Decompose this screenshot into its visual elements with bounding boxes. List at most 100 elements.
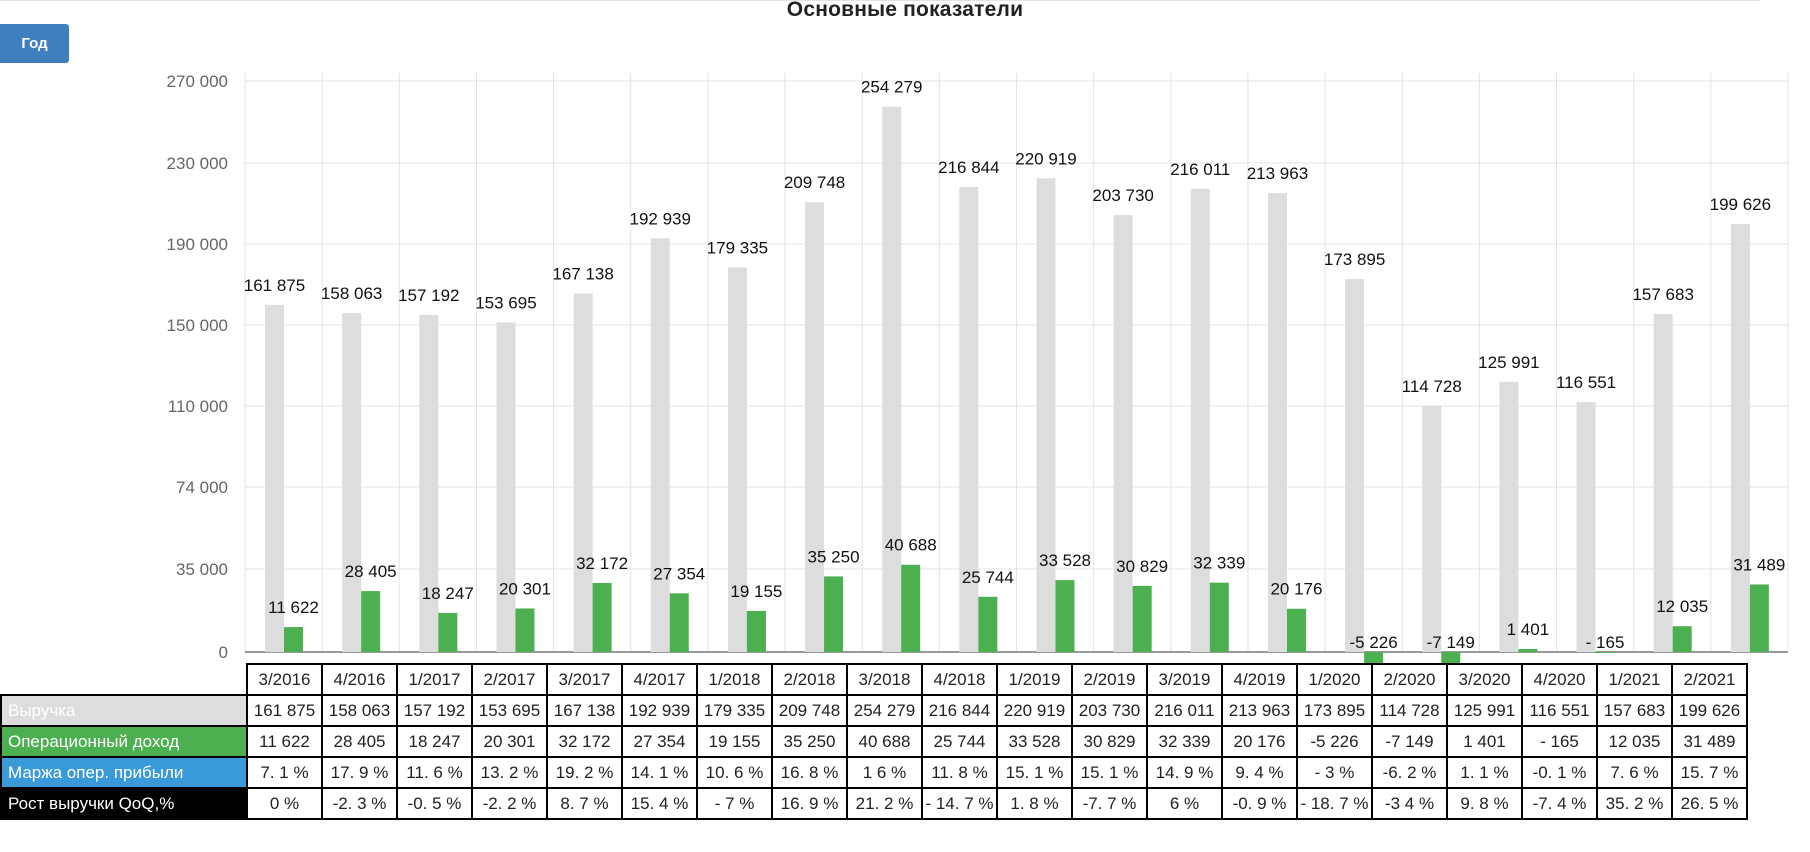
operating-income-data-label: 19 155 — [730, 582, 782, 601]
revenue-bar[interactable] — [727, 267, 747, 652]
revenue-bar[interactable] — [1499, 381, 1519, 652]
revenue-data-label: 167 138 — [552, 265, 613, 284]
table-cell: -3 4 % — [1371, 787, 1448, 820]
operating-income-bar[interactable] — [746, 610, 766, 652]
revenue-bar[interactable] — [496, 322, 516, 652]
revenue-bar[interactable] — [1730, 223, 1750, 652]
row-label-operating-income: Операционный доход — [0, 725, 248, 758]
operating-income-data-label: 32 339 — [1193, 554, 1245, 573]
table-cell: 15. 1 % — [1071, 756, 1148, 789]
operating-income-bar[interactable] — [1286, 608, 1306, 652]
period-header-cell: 4/2016 — [321, 663, 398, 696]
revenue-bar[interactable] — [650, 238, 670, 652]
revenue-bar[interactable] — [1576, 402, 1596, 652]
table-cell: 19. 2 % — [546, 756, 623, 789]
revenue-bar[interactable] — [1422, 405, 1442, 652]
revenue-bar[interactable] — [1036, 178, 1056, 653]
table-cell: 216 844 — [921, 694, 998, 727]
revenue-data-label: 216 011 — [1170, 160, 1230, 179]
operating-income-bar[interactable] — [1132, 585, 1152, 652]
revenue-bar[interactable] — [1190, 188, 1210, 652]
table-cell: 1. 1 % — [1446, 756, 1523, 789]
revenue-data-label: 157 192 — [398, 286, 459, 305]
revenue-bar[interactable] — [882, 106, 902, 652]
operating-income-bar[interactable] — [669, 593, 689, 652]
table-cell: 15. 7 % — [1671, 756, 1748, 789]
table-cell: 203 730 — [1071, 694, 1148, 727]
table-cell: 192 939 — [621, 694, 698, 727]
table-cell: 31 489 — [1671, 725, 1748, 758]
operating-income-bar[interactable] — [901, 564, 921, 652]
operating-income-bar[interactable] — [284, 627, 303, 652]
operating-income-data-label: 31 489 — [1733, 555, 1785, 574]
period-header-cell: 1/2021 — [1596, 663, 1673, 696]
table-cell: 1 401 — [1446, 725, 1523, 758]
table-cell: 21. 2 % — [846, 787, 923, 820]
revenue-bar[interactable] — [959, 186, 979, 652]
operating-income-bar[interactable] — [1518, 648, 1538, 652]
table-row-operating-income: Операционный доход 11 622 28 405 18 247 20 3… — [0, 725, 1748, 758]
y-tick-label: 150 000 — [167, 316, 228, 335]
operating-income-bar[interactable] — [592, 583, 612, 652]
table-cell: 173 895 — [1296, 694, 1373, 727]
table-cell: 40 688 — [846, 725, 923, 758]
row-label-revenue: Выручка — [0, 694, 248, 727]
operating-income-bar[interactable] — [1595, 652, 1615, 653]
revenue-data-label: 199 626 — [1710, 195, 1771, 214]
period-header-row: 3/2016 4/2016 1/2017 2/2017 3/2017 4/2017 1/20… — [1, 663, 1748, 696]
y-tick-label: 35 000 — [176, 560, 228, 579]
period-year-button[interactable]: Год — [0, 24, 69, 63]
operating-income-bar[interactable] — [1441, 652, 1461, 663]
table-cell: 9. 4 % — [1221, 756, 1298, 789]
operating-income-bar[interactable] — [361, 591, 381, 652]
operating-income-bar[interactable] — [1055, 580, 1075, 652]
operating-income-data-label: 18 247 — [422, 584, 474, 603]
operating-income-bar[interactable] — [438, 612, 458, 652]
table-cell: -0. 1 % — [1521, 756, 1598, 789]
revenue-bar[interactable] — [805, 202, 825, 652]
period-header-cell: 3/2019 — [1146, 663, 1223, 696]
operating-income-bar[interactable] — [1209, 582, 1229, 652]
table-cell: 27 354 — [621, 725, 698, 758]
y-tick-label: 270 000 — [167, 72, 228, 91]
revenue-bar[interactable] — [1345, 279, 1365, 652]
period-header-cell: 4/2020 — [1521, 663, 1598, 696]
table-row-revenue: Выручка 161 875 158 063 157 192 153 695 167 1… — [0, 694, 1748, 727]
table-cell: 19 155 — [696, 725, 773, 758]
y-tick-label: 110 000 — [168, 397, 228, 416]
y-tick-label: 74 000 — [176, 478, 228, 497]
operating-income-bar[interactable] — [1672, 626, 1692, 652]
revenue-data-label: 203 730 — [1092, 186, 1153, 205]
operating-income-data-label: 1 401 — [1507, 620, 1550, 639]
table-cell: 167 138 — [546, 694, 623, 727]
y-tick-label: 230 000 — [167, 154, 228, 173]
table-cell: 32 339 — [1146, 725, 1223, 758]
operating-income-data-label: 20 176 — [1270, 580, 1322, 599]
operating-income-bar[interactable] — [824, 576, 844, 652]
revenue-bar[interactable] — [1267, 193, 1287, 653]
table-cell: 161 875 — [246, 694, 323, 727]
revenue-bar[interactable] — [1113, 215, 1133, 652]
table-cell: - 165 — [1521, 725, 1598, 758]
table-cell: 125 991 — [1446, 694, 1523, 727]
revenue-bar[interactable] — [342, 313, 362, 652]
operating-income-bar[interactable] — [515, 608, 535, 652]
operating-income-bar[interactable] — [1364, 652, 1384, 663]
table-cell: -0. 5 % — [396, 787, 473, 820]
table-cell: 220 919 — [996, 694, 1073, 727]
table-cell: -0. 9 % — [1221, 787, 1298, 820]
table-cell: 8. 7 % — [546, 787, 623, 820]
table-cell: - 14. 7 % — [921, 787, 998, 820]
table-cell: 216 011 — [1146, 694, 1223, 727]
revenue-bar[interactable] — [419, 314, 439, 652]
revenue-bar[interactable] — [1653, 313, 1673, 652]
table-cell: -7 149 — [1371, 725, 1448, 758]
operating-income-bar[interactable] — [978, 596, 998, 652]
revenue-bar[interactable] — [265, 304, 284, 652]
table-cell: 7. 1 % — [246, 756, 323, 789]
bar-chart: 270 000 230 000 190 000 150 000 110 000 74 00… — [167, 72, 1789, 663]
table-cell: 15. 1 % — [996, 756, 1073, 789]
revenue-bar[interactable] — [573, 293, 593, 652]
operating-income-bar[interactable] — [1749, 584, 1769, 652]
period-header-cell: 2/2019 — [1071, 663, 1148, 696]
